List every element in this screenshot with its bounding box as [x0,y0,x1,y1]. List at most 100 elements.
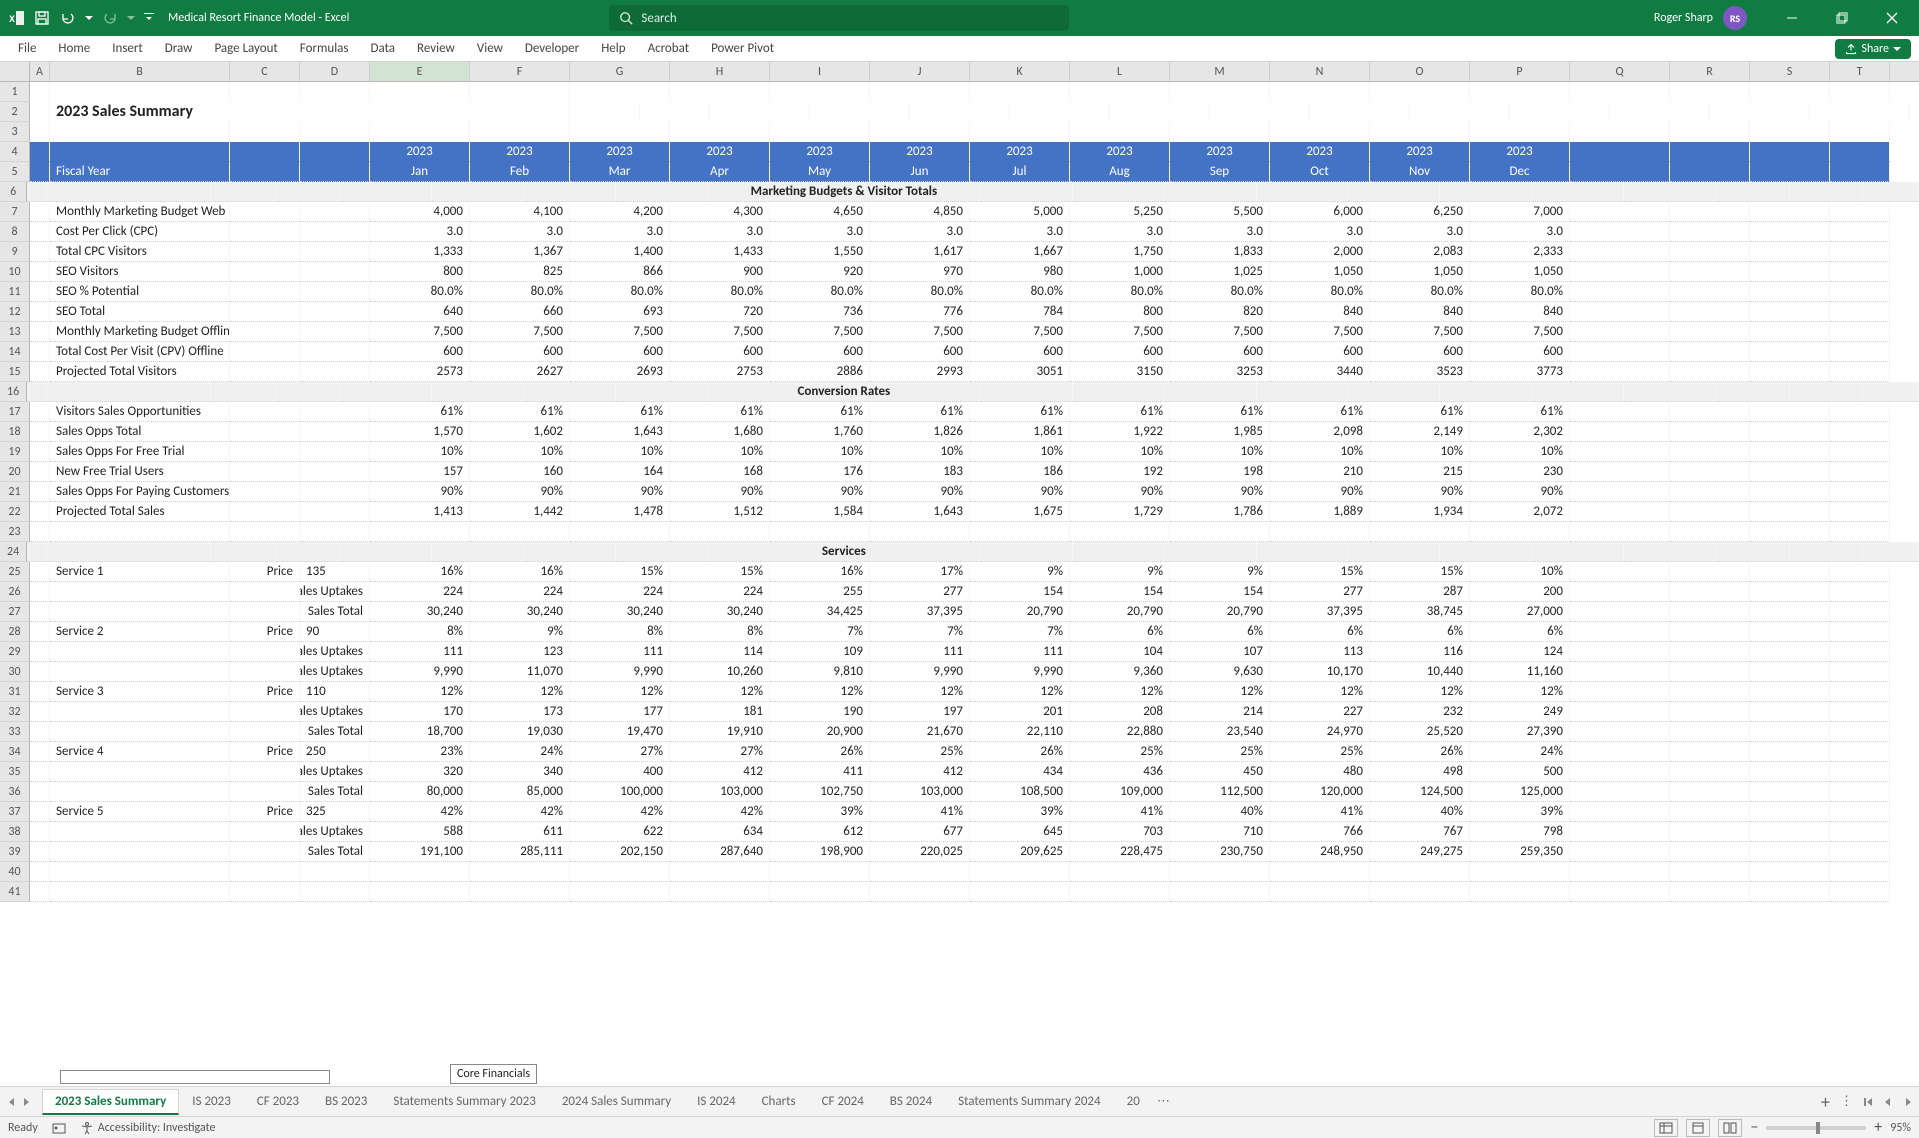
total-cell[interactable]: 248,950 [1270,842,1370,862]
uptake-cell[interactable]: 434 [970,762,1070,782]
total-cell[interactable]: 30,240 [470,602,570,622]
sheet-tab[interactable]: BS 2023 [312,1089,380,1115]
total-cell[interactable]: 20,900 [770,722,870,742]
pct-cell[interactable]: 7% [970,622,1070,642]
total-cell[interactable]: 125,000 [1470,782,1570,802]
pct-cell[interactable]: 6% [1470,622,1570,642]
redo-icon[interactable] [100,8,120,28]
uptake-cell[interactable]: 411 [770,762,870,782]
cell[interactable] [1610,102,1710,122]
ribbon-tab-draw[interactable]: Draw [155,37,203,60]
value-cell[interactable]: 1,786 [1170,502,1270,522]
cell[interactable] [30,862,50,882]
pct-cell[interactable]: 26% [1370,742,1470,762]
cell[interactable] [230,522,300,542]
cell[interactable] [1073,542,1165,562]
cell[interactable] [230,422,300,442]
pct-cell[interactable]: 7% [870,622,970,642]
cell[interactable] [1716,382,1790,402]
cell[interactable] [770,82,870,102]
value-cell[interactable]: 80.0% [670,282,770,302]
total-cell[interactable]: 259,350 [1470,842,1570,862]
cell[interactable] [30,682,50,702]
cell[interactable] [1750,862,1830,882]
uptake-cell[interactable]: 111 [870,642,970,662]
total-cell[interactable]: 22,880 [1070,722,1170,742]
cell[interactable] [1670,682,1750,702]
cell[interactable] [1670,742,1750,762]
cell[interactable] [230,822,300,842]
cell[interactable] [1570,122,1670,142]
cell[interactable] [770,522,870,542]
value-cell[interactable]: 90% [770,482,870,502]
value-cell[interactable]: 1,675 [970,502,1070,522]
cell[interactable] [1750,442,1830,462]
cell[interactable] [1570,862,1670,882]
view-page-layout-icon[interactable] [1686,1119,1710,1137]
cell[interactable] [670,522,770,542]
year-header[interactable]: 2023 [1470,142,1570,162]
uptake-cell[interactable]: 677 [870,822,970,842]
cell[interactable] [1532,182,1624,202]
cell[interactable] [470,522,570,542]
value-cell[interactable]: 1,584 [770,502,870,522]
cell[interactable] [1370,122,1470,142]
uptakes-label[interactable]: Sales Uptakes [300,762,370,782]
cell[interactable] [230,162,300,182]
cell[interactable] [770,862,870,882]
row-header[interactable]: 33 [0,722,30,742]
cell[interactable] [47,382,211,402]
cell[interactable] [1570,882,1670,902]
price-label[interactable]: Price [230,562,300,582]
pct-cell[interactable]: 26% [970,742,1070,762]
value-cell[interactable]: 7,500 [870,322,970,342]
cell[interactable] [30,502,50,522]
cell[interactable] [1070,522,1170,542]
value-cell[interactable]: 693 [570,302,670,322]
cell[interactable] [1830,242,1890,262]
cell[interactable] [300,862,370,882]
value-cell[interactable]: 1,750 [1070,242,1170,262]
value-cell[interactable]: 2627 [470,362,570,382]
total-cell[interactable]: 24,970 [1270,722,1370,742]
cell[interactable] [1570,762,1670,782]
cell[interactable] [1470,82,1570,102]
value-cell[interactable]: 80.0% [1370,282,1470,302]
section-header[interactable]: Marketing Budgets & Visitor Totals [708,182,981,202]
cell[interactable] [1830,862,1890,882]
value-cell[interactable]: 3.0 [670,222,770,242]
cell[interactable] [230,142,300,162]
cell[interactable] [1750,262,1830,282]
tabs-more-icon[interactable]: ⋯ [1157,1094,1170,1109]
cell[interactable] [981,542,1073,562]
redo-chevron-icon[interactable] [126,8,136,28]
value-cell[interactable]: 3.0 [470,222,570,242]
cell[interactable] [1790,382,1864,402]
value-cell[interactable]: 660 [470,302,570,322]
value-cell[interactable]: 10% [570,442,670,462]
value-cell[interactable]: 90% [970,482,1070,502]
close-button[interactable] [1869,0,1915,36]
cell[interactable] [30,882,50,902]
uptake-cell[interactable]: 249 [1470,702,1570,722]
sheet-tab[interactable]: CF 2023 [244,1089,312,1115]
cell[interactable] [300,882,370,902]
cell[interactable] [1570,362,1670,382]
cell[interactable] [970,82,1070,102]
year-header[interactable]: 2023 [1370,142,1470,162]
value-cell[interactable]: 800 [370,262,470,282]
ribbon-tab-power-pivot[interactable]: Power Pivot [701,37,784,60]
cell[interactable] [230,222,300,242]
cell[interactable] [1750,282,1830,302]
year-header[interactable]: 2023 [1170,142,1270,162]
value-cell[interactable]: 1,922 [1070,422,1170,442]
cell[interactable] [30,602,50,622]
add-sheet-icon[interactable]: + [1821,1091,1830,1113]
cell[interactable] [1750,742,1830,762]
value-cell[interactable]: 4,850 [870,202,970,222]
uptake-cell[interactable]: 173 [470,702,570,722]
cell[interactable] [30,462,50,482]
value-cell[interactable]: 1,000 [1070,262,1170,282]
ribbon-tab-review[interactable]: Review [407,37,465,60]
cell[interactable] [370,82,470,102]
